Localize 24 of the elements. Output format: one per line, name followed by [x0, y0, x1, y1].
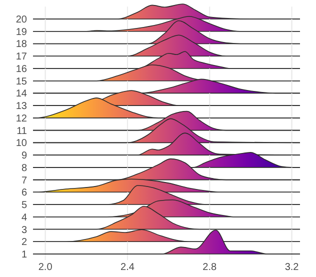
series-label: 11 [16, 126, 28, 137]
series-label: 8 [21, 162, 28, 174]
x-tick-label: 2.0 [38, 262, 53, 273]
series-label: 20 [16, 14, 28, 26]
x-tick-label: 2.8 [202, 262, 218, 273]
series-label: 4 [21, 212, 28, 224]
series-label: 10 [16, 138, 28, 150]
series-label: 9 [21, 150, 28, 162]
series-label: 6 [21, 188, 28, 199]
series-label: 13 [16, 101, 28, 112]
series-label: 15 [16, 76, 28, 88]
series-label: 7 [21, 175, 28, 186]
series-label: 2 [21, 237, 28, 248]
x-tick-label: 2.4 [120, 262, 135, 273]
series-label: 3 [21, 224, 28, 236]
series-label: 16 [16, 64, 28, 75]
series-label: 1 [21, 250, 28, 260]
series-label: 19 [16, 26, 28, 38]
series-label: 5 [21, 200, 28, 212]
series-label: 17 [16, 52, 28, 63]
x-tick-label: 3.2 [284, 262, 300, 273]
series-label: 14 [16, 88, 28, 100]
series-label: 18 [16, 39, 28, 50]
series-label: 12 [16, 113, 28, 124]
